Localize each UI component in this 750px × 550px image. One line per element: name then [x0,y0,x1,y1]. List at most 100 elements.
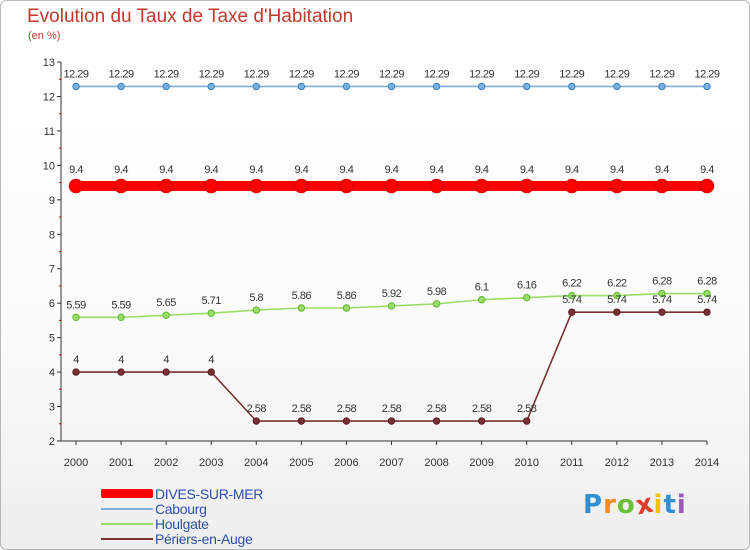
data-label: 4 [73,354,79,366]
data-point [252,306,260,314]
data-point [523,293,531,302]
data-point [342,304,351,312]
y-tick-label: 8 [49,229,55,241]
x-tick-label: 2005 [289,457,313,469]
data-label: 9.4 [340,164,354,176]
logo-letter: r [603,490,617,520]
data-label: 2.58 [337,403,357,415]
data-label: 12.29 [514,68,539,80]
legend-swatch [101,538,153,540]
data-label: 5.86 [292,290,312,302]
x-tick-label: 2011 [560,457,584,469]
x-tick-label: 2004 [244,457,268,469]
data-point [387,417,396,425]
proxiti-logo: Proxiti [583,488,687,521]
data-label: 12.29 [604,68,629,80]
legend-swatch [101,523,153,525]
data-point [429,178,444,194]
data-point [297,82,306,91]
data-point [568,308,576,316]
legend-label: Cabourg [155,501,207,517]
data-label: 4 [118,354,124,366]
data-label: 2.58 [427,403,447,415]
data-label: 5.74 [562,294,582,306]
y-tick-label: 4 [49,367,55,379]
data-point [207,82,215,91]
data-label: 9.4 [565,164,579,176]
data-label: 5.86 [337,290,357,302]
data-label: 6.22 [607,278,627,290]
legend-swatch [101,508,153,510]
data-label: 9.4 [114,164,128,176]
y-tick-label: 6 [49,298,55,310]
data-point [294,178,309,194]
logo-letter: i [676,490,687,520]
data-label: 5.65 [156,297,176,309]
legend-label: Périers-en-Auge [155,531,253,547]
data-point [384,178,399,194]
data-point [477,82,486,91]
y-tick-label: 12 [43,91,55,103]
x-tick-label: 2006 [334,457,358,469]
data-label: 12.29 [694,68,719,80]
y-tick-label: 5 [49,333,55,345]
data-label: 6.1 [475,282,489,294]
data-label: 12.29 [244,68,269,80]
data-point [207,309,215,317]
data-label: 2.58 [472,403,492,415]
data-point [249,178,264,194]
data-point [252,82,260,91]
data-label: 12.29 [559,68,584,80]
data-label: 12.29 [63,68,88,80]
data-point [568,291,576,300]
data-label: 12.29 [289,68,314,80]
data-label: 2.58 [247,403,267,415]
data-label: 6.16 [517,280,537,292]
data-point [113,178,129,194]
data-point [342,417,351,425]
data-label: 9.4 [655,164,669,176]
data-label: 9.4 [294,164,308,176]
x-tick-label: 2012 [605,457,629,469]
data-label: 9.4 [249,164,263,176]
logo-letter: o [616,490,636,520]
legend-swatch [101,489,153,498]
data-point [342,82,351,91]
data-point [658,82,666,91]
data-point [162,368,170,376]
data-label: 2.58 [517,403,537,415]
x-tick-label: 2013 [650,457,674,469]
y-tick-label: 11 [44,126,55,138]
data-point [658,308,666,316]
data-label: 9.4 [520,164,534,176]
y-axis-unit-label: (en %) [28,30,61,42]
data-label: 9.4 [159,164,173,176]
data-point [703,289,711,298]
data-point [609,178,625,194]
logo-letter: t [663,490,677,520]
data-label: 12.29 [109,68,134,80]
data-label: 9.4 [69,164,83,176]
data-label: 4 [163,354,169,366]
data-point [477,296,486,304]
x-tick-label: 2007 [379,457,403,469]
x-tick-label: 2009 [469,457,493,469]
data-point [432,82,441,91]
logo-letter: i [653,490,664,520]
data-point [613,82,621,91]
data-point [703,308,711,316]
data-point [523,417,531,425]
data-point [654,178,670,194]
data-label: 9.4 [610,164,624,176]
legend-label: Houlgate [155,516,209,532]
data-label: 4 [208,354,214,366]
data-point [658,289,666,298]
data-label: 9.4 [204,164,218,176]
logo-letter: P [583,490,604,520]
data-label: 12.29 [154,68,179,80]
data-point [387,82,396,91]
data-point [72,313,80,322]
data-point [158,178,174,194]
